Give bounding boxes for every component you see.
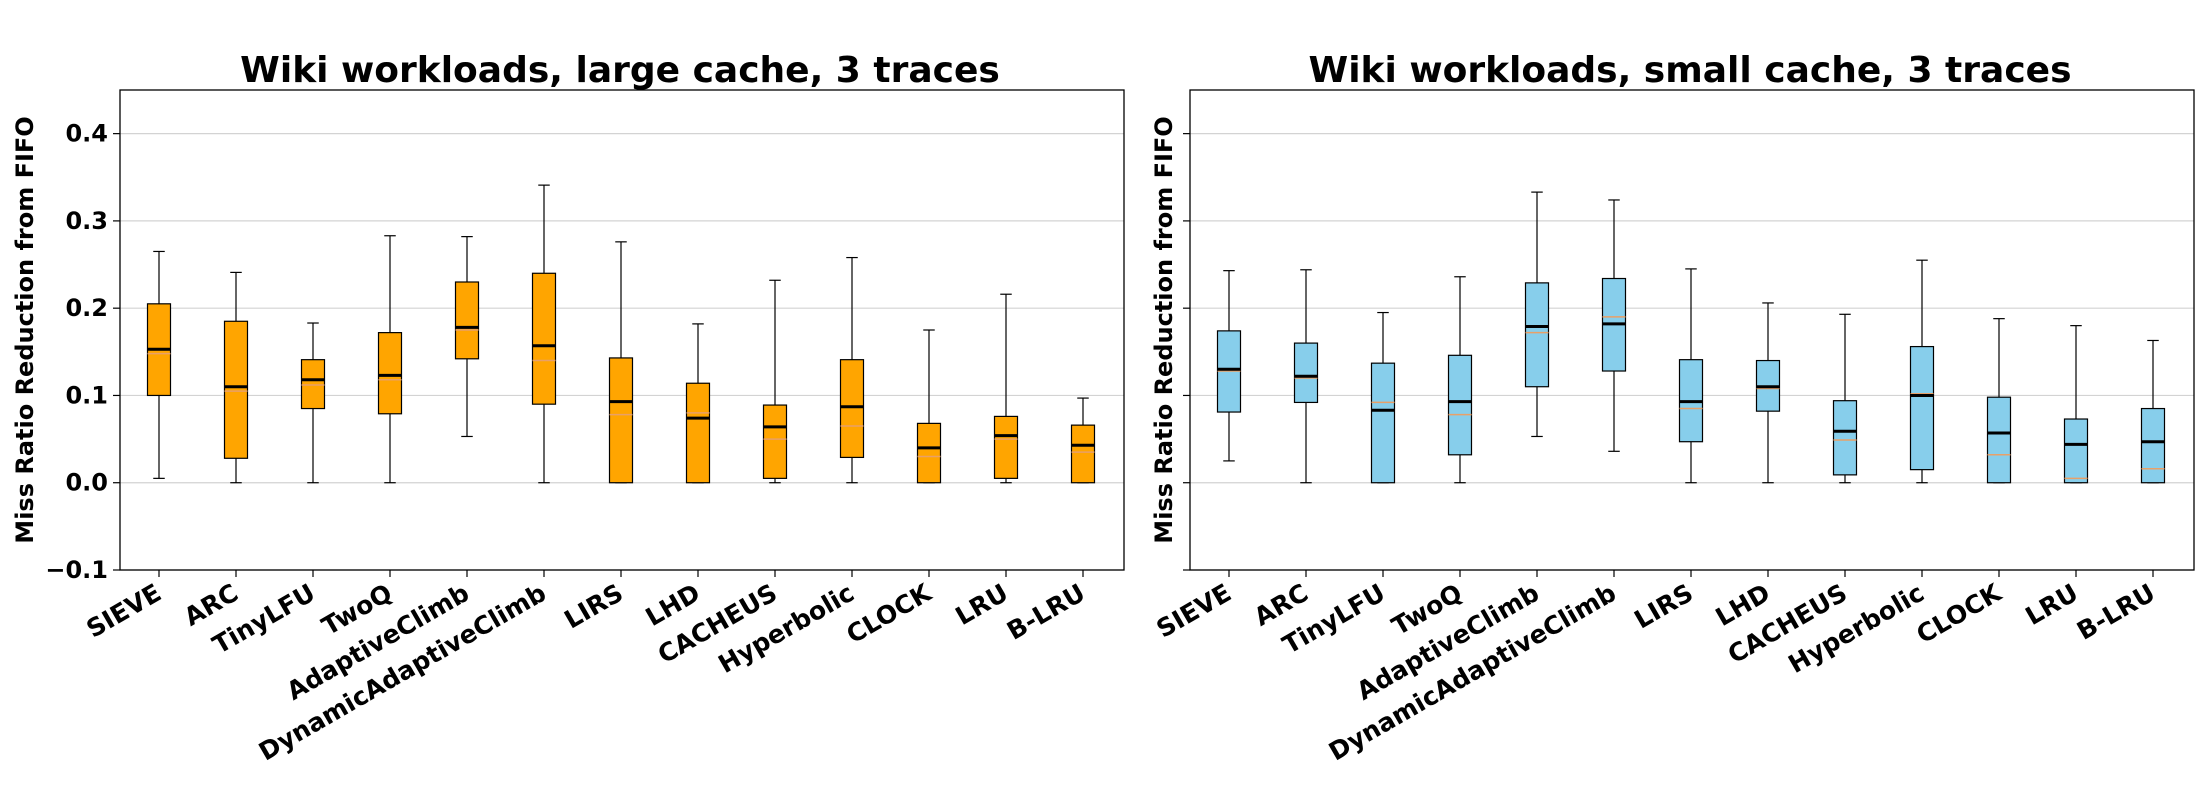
x-tick-label: SIEVE [1152,578,1236,644]
box [2140,407,2166,484]
x-tick-label: SIEVE [82,578,166,644]
chart-panel-small-cache: Wiki workloads, small cache, 3 traces Mi… [1150,50,2195,766]
y-tick-label: −0.1 [45,556,108,584]
y-tick-label: 0.0 [65,469,108,497]
box [377,332,403,415]
box [531,272,557,405]
y-tick-label: 0.3 [65,207,108,235]
box [1832,400,1858,476]
box [1447,354,1473,456]
box [300,359,326,410]
chart-title: Wiki workloads, small cache, 3 traces [1308,50,2071,91]
axes-frame [1189,89,2195,571]
y-axis-label: Miss Ratio Reduction from FIFO [11,116,39,543]
box [916,422,942,484]
x-tick-label: CLOCK [1912,577,2008,649]
y-axis-label: Miss Ratio Reduction from FIFO [1150,116,1178,543]
box [839,359,865,459]
y-tick-label: 0.4 [65,120,108,148]
box [993,415,1019,479]
chart-panel-large-cache: Wiki workloads, large cache, 3 traces Mi… [11,50,1125,766]
chart-title: Wiki workloads, large cache, 3 traces [240,50,1000,91]
box [608,357,634,484]
axes-frame [119,89,1125,571]
box [1524,282,1550,388]
plot-area: SIEVE ARCTinyLFUTwoQAdaptiveClimbDynamicA… [1152,89,2195,766]
x-tick-label: B-LRU [2072,578,2160,646]
x-tick-label: B-LRU [1002,578,1090,646]
x-tick-label: LIRS [559,578,628,634]
box [2063,418,2089,484]
box [1293,342,1319,404]
x-tick-label: LIRS [1629,578,1698,634]
y-tick-label: 0.2 [65,294,108,322]
box [1909,345,1935,471]
box [223,320,249,459]
box [762,404,788,479]
box [1986,396,2012,484]
box [1070,424,1096,484]
x-tick-label: CLOCK [842,577,938,649]
box [685,382,711,484]
y-tick-label: 0.1 [65,381,108,409]
box [454,281,480,360]
box [1370,362,1396,484]
